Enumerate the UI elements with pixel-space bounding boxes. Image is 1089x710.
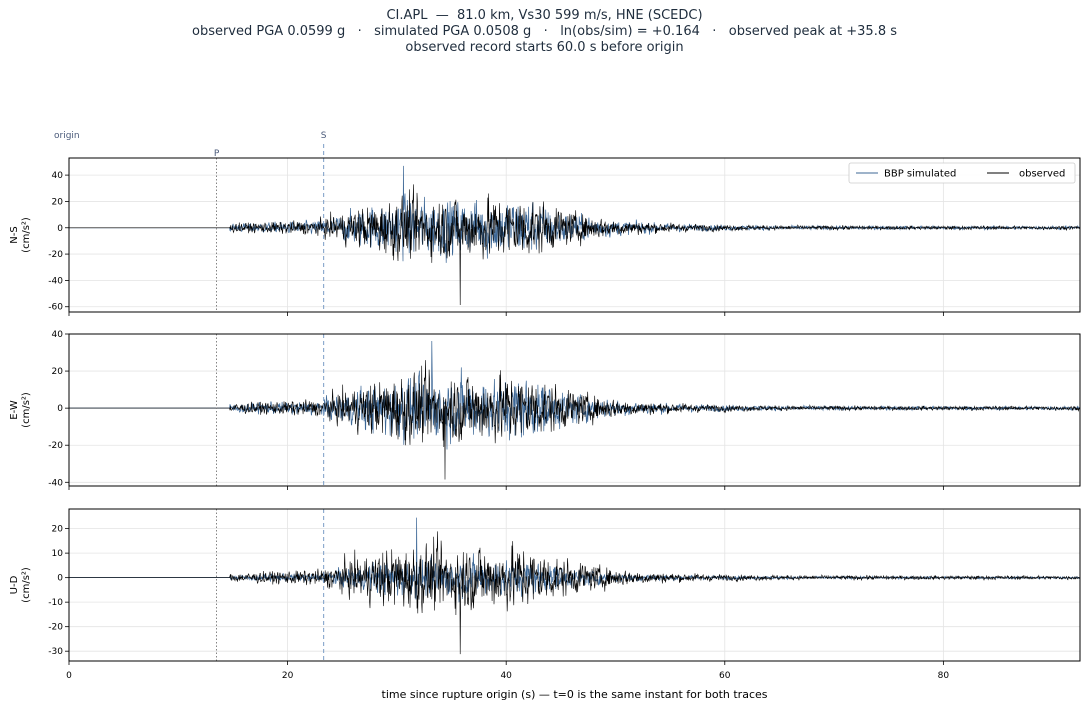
marker-label-s: S — [321, 131, 327, 141]
y-axis-label: U-D — [9, 575, 20, 594]
y-tick-label: -60 — [48, 303, 63, 313]
chart-title: CI.APL — 81.0 km, Vs30 599 m/s, HNE (SCE… — [0, 8, 1089, 56]
title-line-record-start: observed record starts 60.0 s before ori… — [405, 40, 684, 55]
panel-frame — [68, 333, 1081, 487]
y-axis-label: E-W — [9, 400, 20, 420]
y-tick-label: 20 — [52, 525, 64, 535]
y-tick-label: -20 — [48, 441, 63, 451]
x-tick-label: 0 — [66, 671, 72, 681]
marker-label-origin: origin — [54, 131, 80, 141]
y-tick-label: -40 — [48, 478, 63, 488]
simulated-trace — [69, 517, 1080, 603]
legend-box — [848, 162, 1076, 184]
y-tick-label: 0 — [57, 224, 63, 234]
y-tick-label: -10 — [48, 598, 63, 608]
title-line-station: CI.APL — 81.0 km, Vs30 599 m/s, HNE (SCE… — [386, 8, 703, 23]
x-tick-label: 20 — [282, 671, 294, 681]
panel-e-w: -40 -20 0 20 40 E-W (cm/s²) — [9, 330, 1081, 490]
y-axis-unit: (cm/s²) — [21, 567, 32, 603]
legend: BBP simulated observed — [848, 162, 1076, 184]
panel-u-d: -30 -20 -10 0 10 20 0 20 40 60 80 U-D (cm/s²) — [9, 508, 1081, 681]
observed-trace — [69, 531, 1080, 655]
y-tick-label: -40 — [48, 276, 63, 286]
y-tick-label: 20 — [52, 367, 64, 377]
x-tick-label: 60 — [719, 671, 731, 681]
y-tick-label: 0 — [57, 404, 63, 414]
panel-n-s: -60 -40 -20 0 20 40 N-S (cm/s²) — [9, 144, 1081, 316]
simulated-trace — [69, 165, 1080, 263]
y-axis-unit: (cm/s²) — [21, 217, 32, 253]
y-tick-label: -30 — [48, 647, 63, 657]
x-axis-label: time since rupture origin (s) — t=0 is t… — [382, 688, 768, 701]
simulated-trace — [69, 340, 1080, 450]
observed-trace — [69, 360, 1080, 480]
legend-entry-label: observed — [1019, 169, 1065, 180]
x-tick-label: 40 — [500, 671, 512, 681]
panel-frame — [68, 508, 1081, 662]
marker-label-p: P — [214, 149, 220, 159]
y-tick-label: 0 — [57, 574, 63, 584]
y-tick-label: -20 — [48, 623, 63, 633]
panel-frame — [68, 157, 1081, 313]
y-tick-label: -20 — [48, 250, 63, 260]
x-tick-label: 80 — [938, 671, 950, 681]
observed-trace — [69, 184, 1080, 306]
y-tick-label: 20 — [52, 197, 64, 207]
y-axis-unit: (cm/s²) — [21, 392, 32, 428]
y-axis-label: N-S — [9, 226, 20, 243]
title-line-pga: observed PGA 0.0599 g · simulated PGA 0.… — [191, 24, 898, 39]
y-tick-label: 40 — [52, 330, 64, 340]
y-tick-label: 40 — [52, 171, 64, 181]
y-tick-label: 10 — [52, 549, 64, 559]
legend-entry-label: BBP simulated — [884, 169, 956, 180]
